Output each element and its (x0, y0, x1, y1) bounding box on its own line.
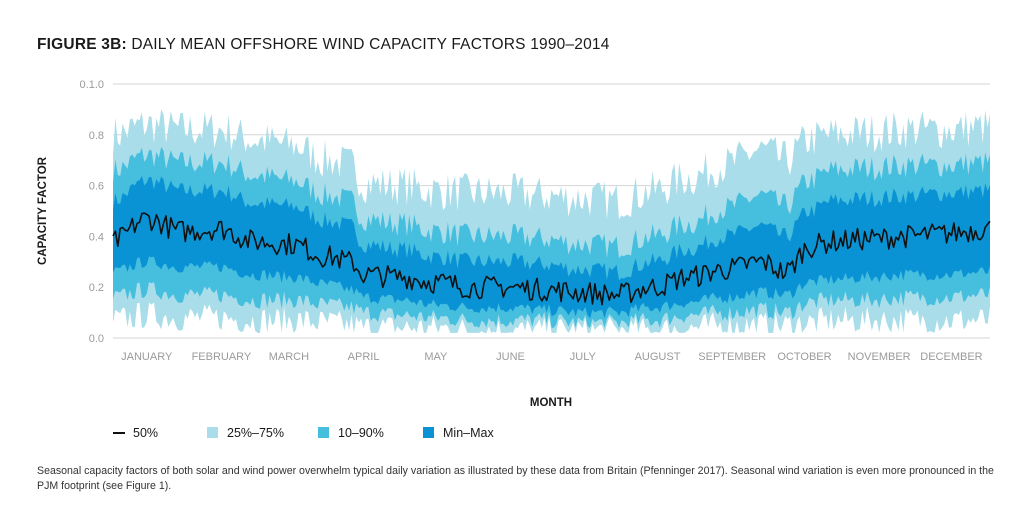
figure-title-text: DAILY MEAN OFFSHORE WIND CAPACITY FACTOR… (131, 36, 610, 53)
wind-capacity-chart: 0.0 0.2 0.4 0.6 0.8 0.1.0 JANUARY FEBRUARY MARCH… (37, 79, 991, 440)
month-tick-label: OCTOBER (777, 351, 831, 363)
month-tick-label: APRIL (348, 351, 380, 363)
legend: 50% 25%–75% 10–90% Min–Max (113, 426, 494, 440)
legend-swatch (423, 427, 434, 438)
month-tick-label: DECEMBER (920, 351, 982, 363)
band-25-75 (113, 175, 990, 319)
median-line (112, 212, 991, 306)
y-tick-label: 0.2 (89, 282, 104, 294)
legend-label: 10–90% (338, 426, 384, 440)
month-tick-label: JANUARY (121, 351, 173, 363)
legend-label: Min–Max (443, 426, 494, 440)
month-tick-label: JUNE (496, 351, 525, 363)
median-line-group (112, 212, 991, 306)
month-tick-label: AUGUST (635, 351, 681, 363)
legend-label: 50% (133, 426, 158, 440)
y-tick-label: 0.0 (89, 333, 104, 345)
y-tick-label: 0.4 (89, 231, 104, 243)
figure-title: FIGURE 3B: DAILY MEAN OFFSHORE WIND CAPA… (37, 36, 610, 54)
month-tick-label: JULY (570, 351, 597, 363)
figure-caption: Seasonal capacity factors of both solar … (37, 465, 994, 492)
percentile-bands (113, 109, 990, 333)
axes: 0.0 0.2 0.4 0.6 0.8 0.1.0 JANUARY FEBRUARY MARCH… (37, 79, 983, 409)
legend-swatch (318, 427, 329, 438)
month-tick-label: MAY (424, 351, 448, 363)
month-tick-label: SEPTEMBER (698, 351, 766, 363)
y-tick-label: 0.8 (89, 130, 104, 142)
y-tick-label: 0.1.0 (80, 79, 104, 91)
month-tick-label: MARCH (269, 351, 309, 363)
y-tick-label: 0.6 (89, 181, 104, 193)
month-tick-label: NOVEMBER (848, 351, 911, 363)
month-tick-label: FEBRUARY (192, 351, 252, 363)
figure-label: FIGURE 3B: (37, 36, 127, 53)
legend-label: 25%–75% (227, 426, 284, 440)
y-axis-title: CAPACITY FACTOR (37, 156, 49, 265)
legend-swatch (207, 427, 218, 438)
x-axis-title: MONTH (530, 397, 572, 409)
